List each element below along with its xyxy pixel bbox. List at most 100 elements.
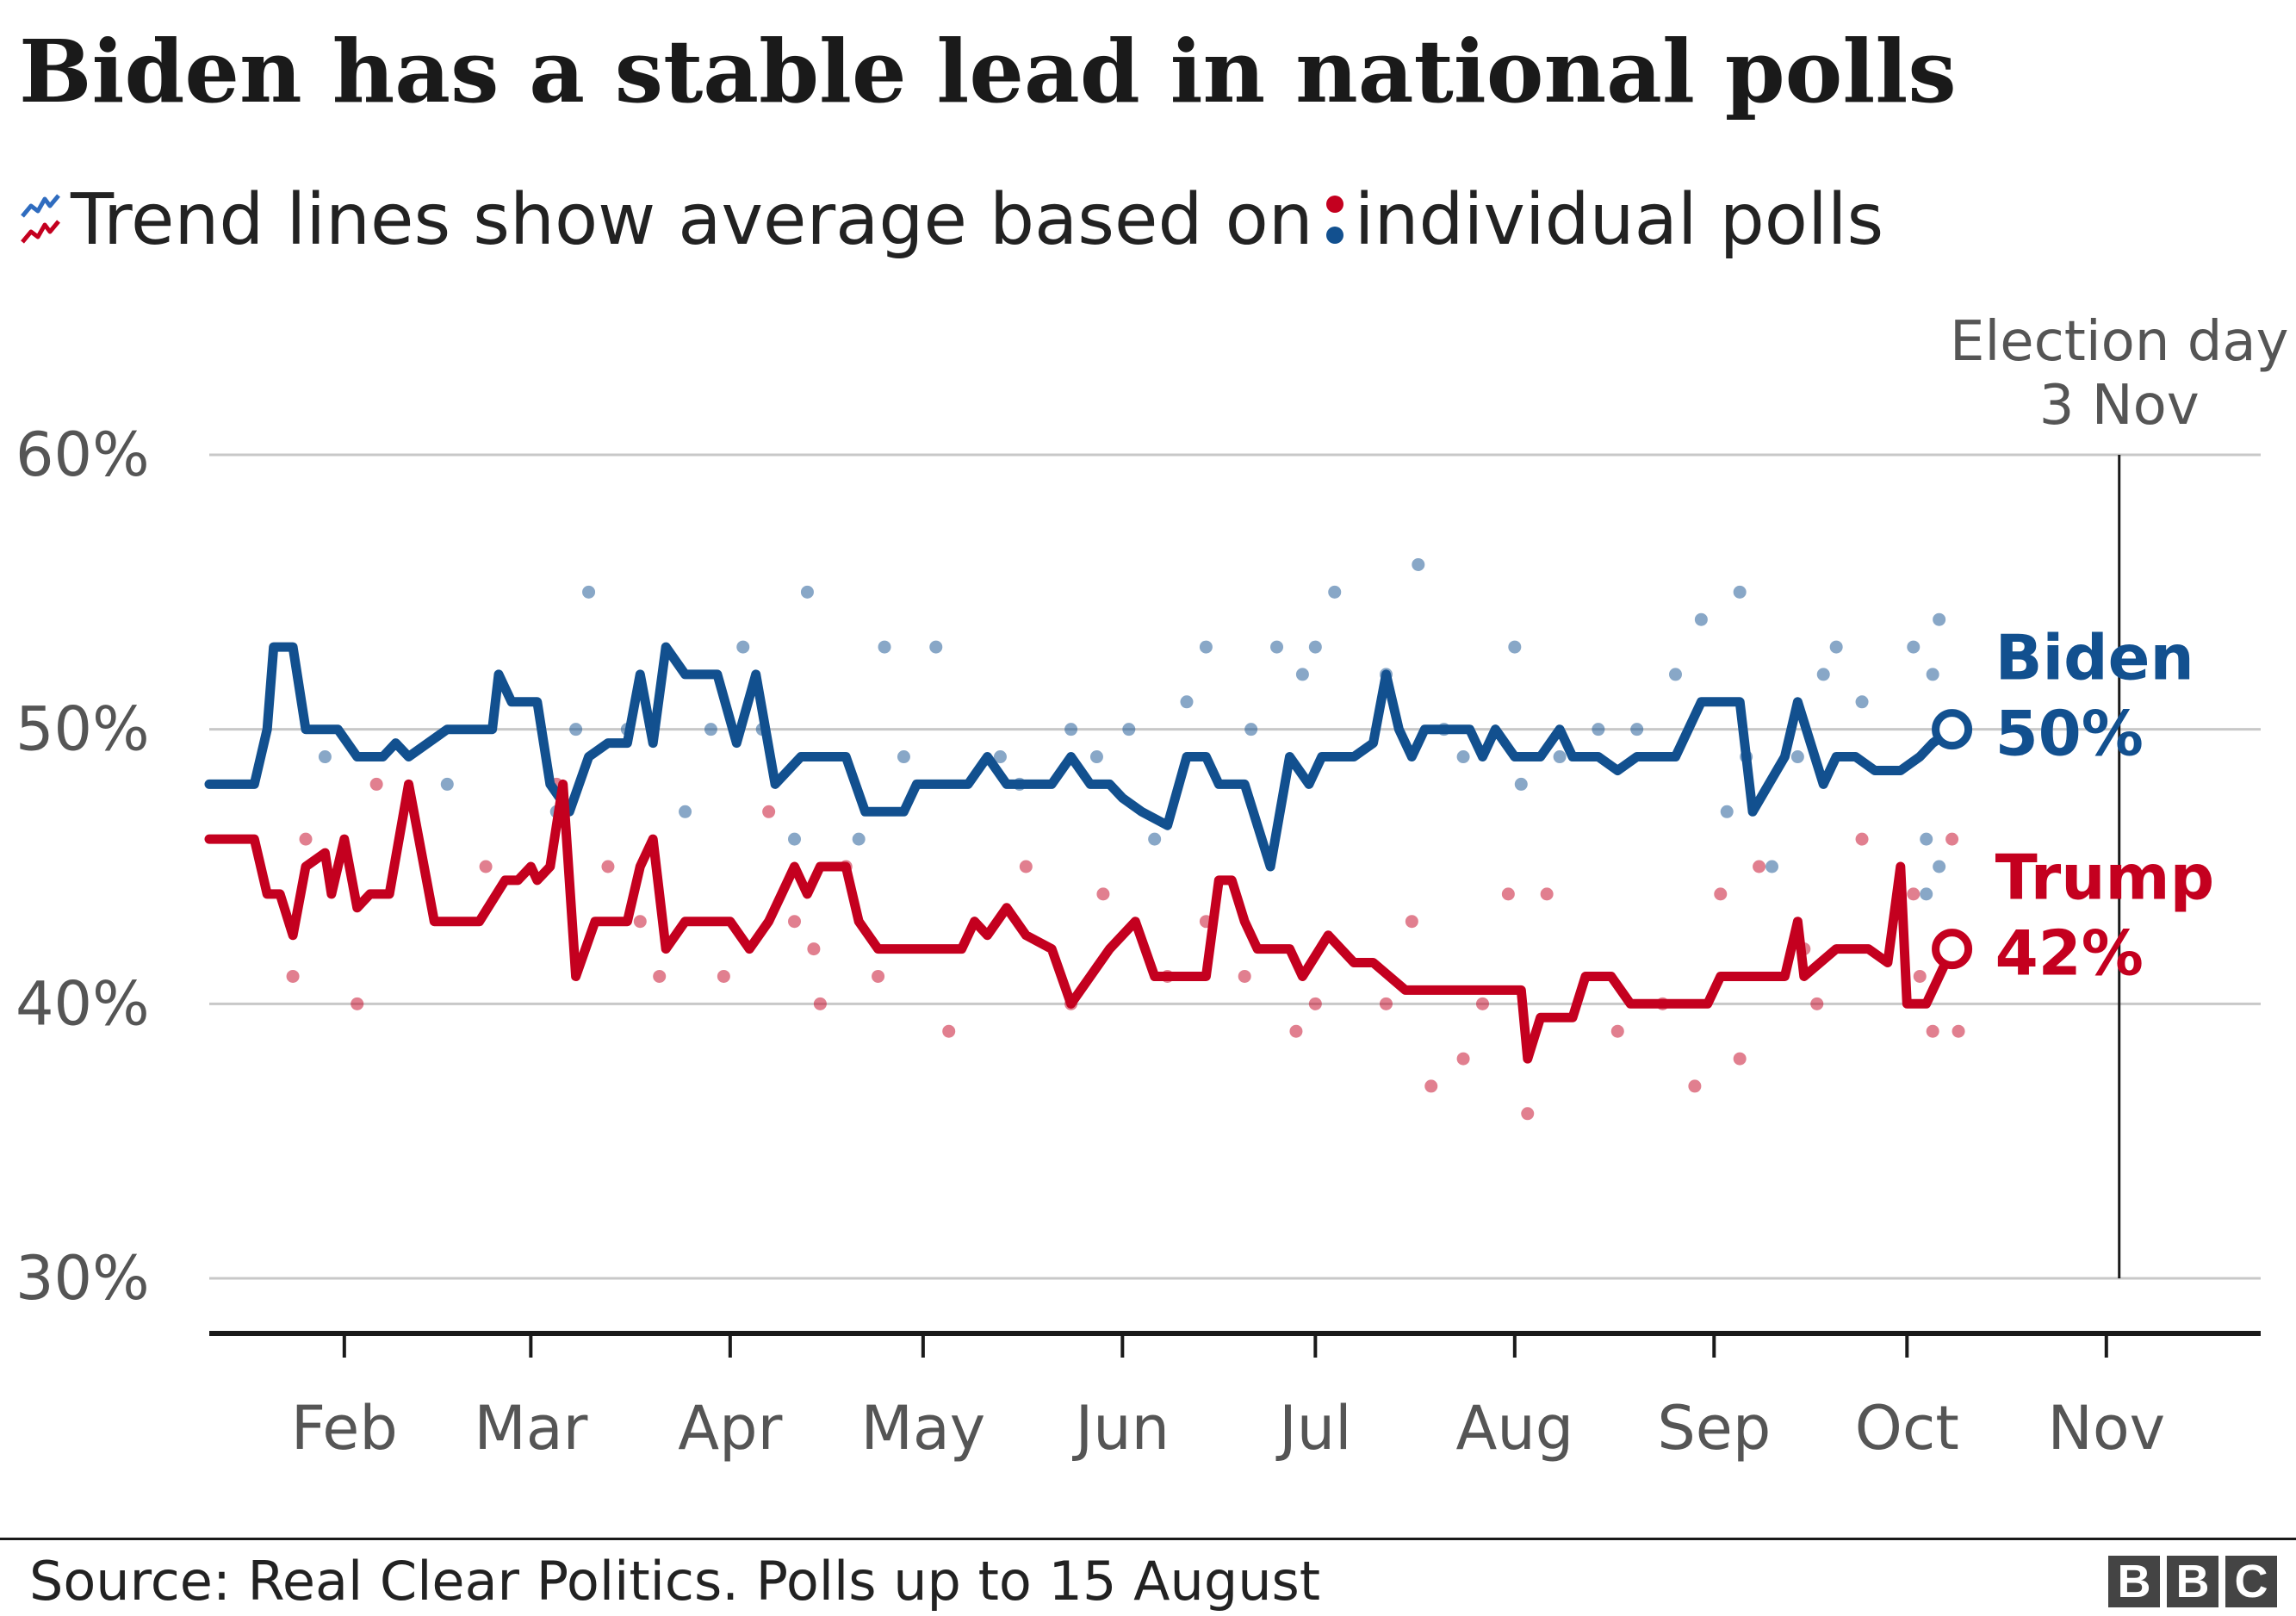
trump-poll-point: [1424, 1079, 1438, 1093]
trump-poll-point: [813, 997, 827, 1010]
biden-poll-point: [1630, 723, 1644, 737]
biden-poll-point: [1829, 640, 1843, 654]
biden-poll-point: [736, 640, 750, 654]
bbc-logo-letter: C: [2225, 1556, 2277, 1607]
biden-poll-point: [440, 777, 454, 791]
trump-poll-point: [653, 969, 667, 983]
y-tick-label: 30%: [16, 1243, 150, 1314]
y-tick-label: 60%: [16, 420, 150, 490]
x-tick-label: Jul: [1275, 1393, 1351, 1464]
election-day-date: 3 Nov: [2039, 374, 2200, 438]
biden-poll-point: [1270, 640, 1284, 654]
biden-poll-point: [1720, 805, 1734, 818]
biden-poll-point: [1733, 585, 1747, 599]
biden-poll-point: [1933, 860, 1946, 873]
x-tick-label: Nov: [2047, 1393, 2165, 1464]
biden-poll-point: [704, 723, 717, 737]
trump-poll-point: [351, 997, 364, 1010]
biden-poll-point: [878, 640, 891, 654]
biden-series-name: Biden: [1995, 622, 2194, 694]
trump-trend-line: [204, 779, 1958, 1064]
trump-poll-point: [1688, 1079, 1702, 1093]
trump-poll-point: [1456, 1052, 1470, 1066]
footer-divider: [0, 1538, 2296, 1540]
trump-poll-point: [1289, 1024, 1303, 1038]
trump-poll-point: [1913, 969, 1927, 983]
bbc-logo-letter: B: [2108, 1556, 2160, 1607]
subtitle-polls-text: individual polls: [1354, 178, 1884, 261]
trump-poll-point: [1308, 997, 1322, 1010]
trump-end-value: 42%: [1995, 917, 2144, 990]
trump-end-marker: [1932, 929, 1973, 970]
x-tick-label: Aug: [1455, 1393, 1573, 1464]
biden-poll-point: [1122, 723, 1136, 737]
biden-trend-line: [204, 642, 1958, 872]
trump-series-name: Trump: [1995, 842, 2215, 914]
trump-poll-point: [942, 1024, 956, 1038]
biden-poll-point: [852, 832, 866, 846]
biden-poll-point: [679, 805, 692, 818]
trump-poll-point: [1952, 1024, 1965, 1038]
biden-end-marker: [1932, 709, 1973, 750]
bbc-logo: B B C: [2108, 1556, 2277, 1607]
trump-poll-point: [479, 860, 493, 873]
trump-poll-point: [788, 915, 802, 929]
biden-poll-point: [1790, 750, 1804, 764]
trump-poll-point: [1379, 997, 1393, 1010]
trend-lines-icon: [21, 194, 60, 244]
trump-poll-point: [1855, 832, 1869, 846]
source-note: Source: Real Clear Politics. Polls up to…: [29, 1550, 1321, 1613]
biden-poll-point: [1456, 750, 1470, 764]
trump-poll-point: [1540, 887, 1554, 901]
biden-poll-point: [1412, 557, 1425, 571]
biden-poll-point: [1328, 585, 1342, 599]
trump-poll-point: [1753, 860, 1766, 873]
trump-poll-point: [872, 969, 885, 983]
trump-poll-point: [1714, 887, 1728, 901]
trump-poll-point: [1096, 887, 1110, 901]
x-tick-label: Oct: [1855, 1393, 1959, 1464]
y-tick-label: 40%: [16, 968, 150, 1039]
trump-poll-point: [1610, 1024, 1624, 1038]
trump-poll-point: [1945, 832, 1959, 846]
trump-poll-point: [633, 915, 647, 929]
biden-poll-point: [1926, 668, 1939, 681]
bbc-logo-letter: B: [2167, 1556, 2218, 1607]
trump-poll-point: [286, 969, 300, 983]
trump-poll-point: [1810, 997, 1824, 1010]
biden-poll-point: [318, 750, 332, 764]
trump-poll-point: [762, 805, 776, 818]
biden-poll-point: [1514, 777, 1528, 791]
biden-poll-point: [1907, 640, 1921, 654]
biden-poll-point: [1553, 750, 1567, 764]
y-tick-label: 50%: [16, 694, 150, 765]
biden-poll-point: [1089, 750, 1103, 764]
biden-poll-point: [1933, 612, 1946, 626]
biden-poll-point: [1295, 668, 1309, 681]
trump-poll-point: [1501, 887, 1515, 901]
biden-poll-point: [1308, 640, 1322, 654]
biden-poll-point: [1920, 887, 1933, 901]
biden-poll-point: [1508, 640, 1522, 654]
biden-end-value: 50%: [1995, 698, 2144, 770]
biden-poll-point: [569, 723, 583, 737]
biden-poll-point: [1855, 695, 1869, 709]
biden-poll-point: [800, 585, 814, 599]
biden-poll-point: [1816, 668, 1830, 681]
trump-poll-point: [1521, 1107, 1535, 1121]
biden-poll-point: [1180, 695, 1194, 709]
biden-poll-point: [1668, 668, 1682, 681]
biden-poll-point: [929, 640, 943, 654]
biden-poll-point: [1199, 640, 1213, 654]
x-tick-label: May: [860, 1393, 985, 1464]
biden-poll-point: [897, 750, 910, 764]
trump-poll-point: [1907, 887, 1921, 901]
trump-poll-point: [1926, 1024, 1939, 1038]
chart-subtitle: Trend lines show average based on indivi…: [19, 172, 1892, 267]
trump-poll-point: [1405, 915, 1418, 929]
x-tick-label: Mar: [474, 1393, 587, 1464]
trump-poll-point: [299, 832, 313, 846]
biden-poll-point: [788, 832, 802, 846]
trump-poll-point: [1019, 860, 1033, 873]
